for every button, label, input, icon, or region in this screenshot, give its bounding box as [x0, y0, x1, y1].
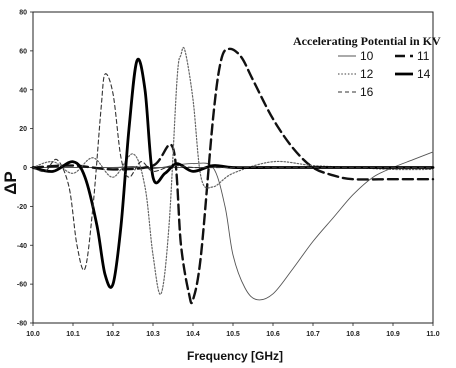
legend-label-11: 11	[417, 49, 430, 63]
series-line-11	[31, 47, 435, 305]
x-tick-label: 10.7	[306, 331, 320, 338]
x-tick-label: 10.1	[66, 331, 80, 338]
legend-title: Accelerating Potential in KV	[293, 34, 441, 48]
y-tick-label: -60	[17, 282, 27, 289]
series-lines	[31, 46, 435, 305]
x-tick-label: 10.4	[186, 331, 200, 338]
x-tick-label: 10.8	[346, 331, 360, 338]
x-tick-label: 10.6	[266, 331, 280, 338]
legend-label-12: 12	[360, 67, 374, 81]
series-line-10	[32, 151, 434, 301]
x-tick-label: 11.0	[426, 331, 439, 338]
legend-items: 10 11 12 14 16	[338, 49, 431, 99]
x-tick-label: 10.0	[26, 331, 40, 338]
x-tick-label: 10.9	[386, 331, 400, 338]
series-line-12	[32, 46, 434, 295]
x-tick-label: 10.2	[106, 331, 120, 338]
legend: Accelerating Potential in KV 10 11 12 14 16	[293, 34, 441, 99]
x-tick-label: 10.3	[146, 331, 160, 338]
legend-label-10: 10	[360, 49, 374, 63]
y-axis-label: ΔP	[1, 171, 20, 195]
x-axis-label: Frequency [GHz]	[187, 349, 283, 363]
tick-labels: 10.0 10.1 10.2 10.3 10.4 10.5 10.6 10.7 10.8 10.9…	[17, 10, 440, 339]
y-tick-label: 40	[19, 87, 27, 94]
legend-label-14: 14	[417, 67, 431, 81]
y-tick-label: 20	[19, 126, 27, 133]
series-line-16	[32, 73, 434, 271]
legend-label-16: 16	[360, 85, 374, 99]
x-tick-label: 10.5	[226, 331, 240, 338]
y-tick-label: 80	[19, 10, 27, 17]
y-tick-label: -80	[17, 321, 27, 328]
y-tick-label: -40	[17, 243, 27, 250]
y-tick-label: 0	[23, 165, 27, 172]
y-tick-label: 60	[19, 48, 27, 55]
y-tick-label: -20	[17, 204, 27, 211]
